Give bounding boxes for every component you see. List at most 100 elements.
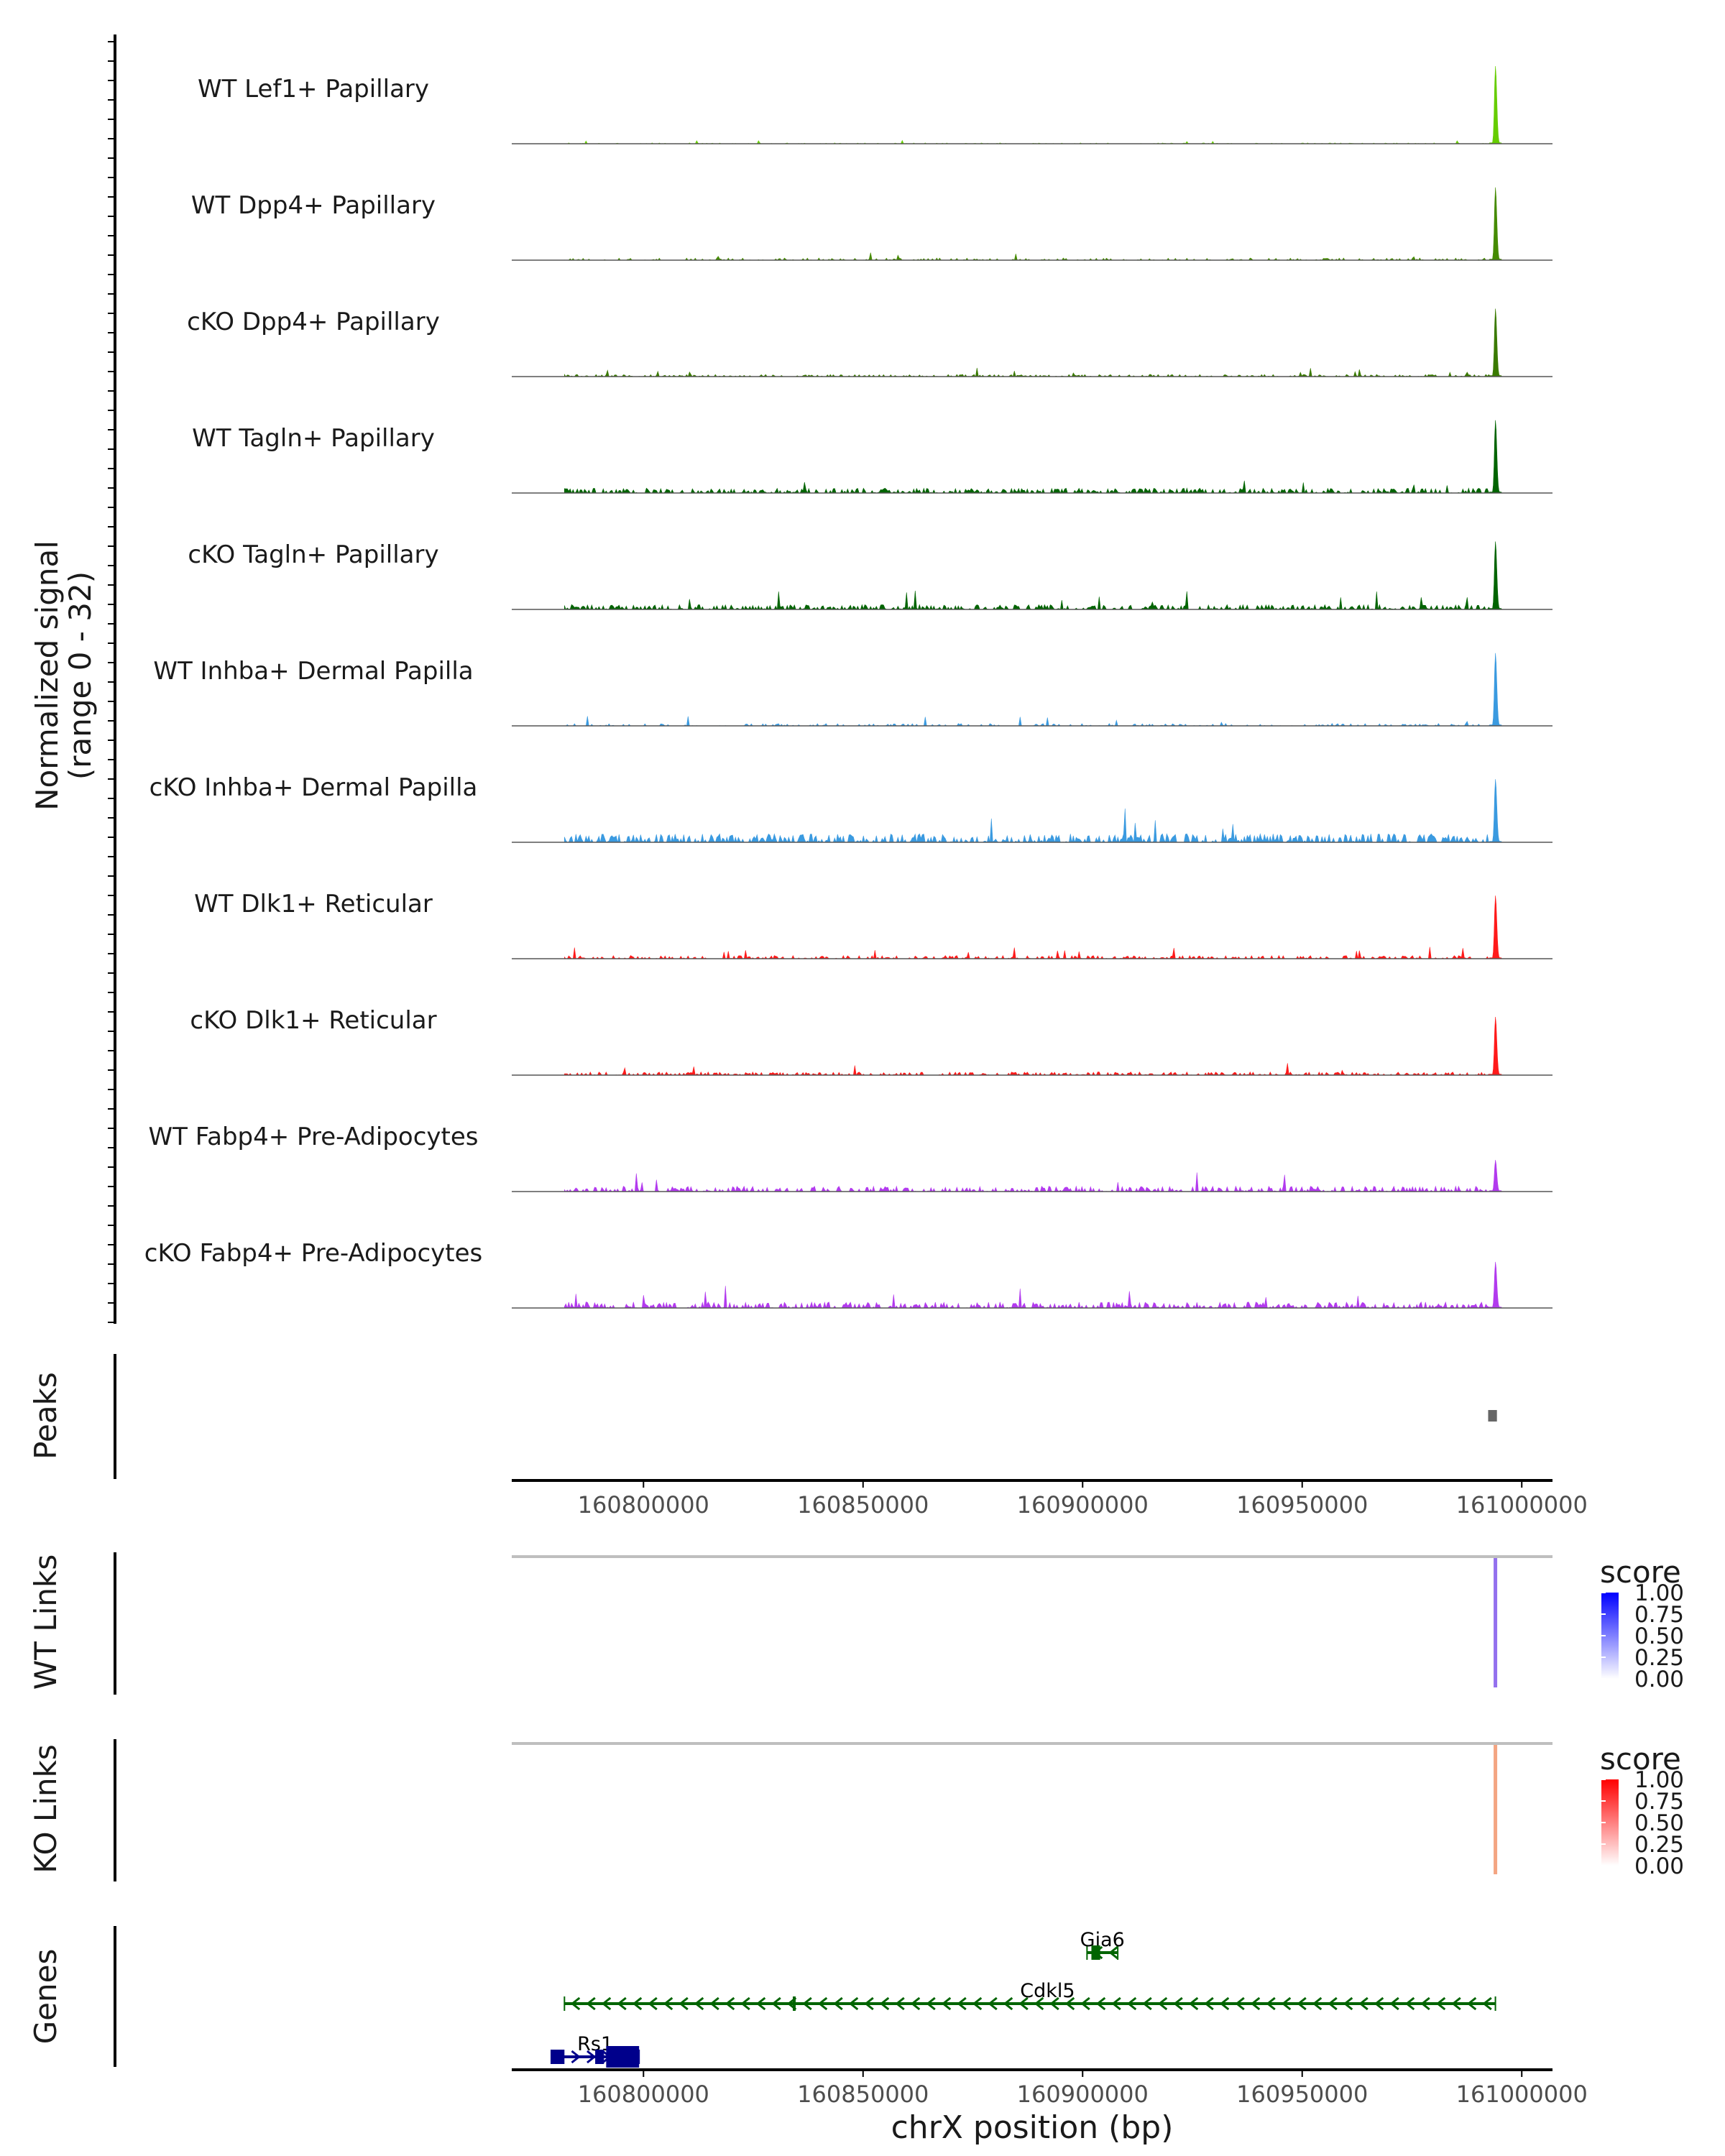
gene-exon (551, 2050, 565, 2064)
strand-arrow (1064, 1996, 1075, 2011)
strand-arrow (1358, 1996, 1368, 2011)
strand-arrow (1297, 1996, 1307, 2011)
track-label: WT Lef1+ Papillary (198, 75, 429, 103)
strand-arrow (910, 1996, 921, 2011)
x-tick-label: 160850000 (797, 1491, 929, 1519)
legend-tick-label: 0.25 (1634, 1832, 1684, 1858)
strand-arrow (1049, 1996, 1059, 2011)
coverage-area (564, 187, 1503, 261)
strand-arrow (1111, 1996, 1121, 2011)
ko-links-label: KO Links (28, 1744, 63, 1874)
strand-arrow (1126, 1996, 1137, 2011)
strand-arrow (848, 1996, 859, 2011)
strand-arrow (740, 1996, 750, 2011)
signal-axis: Normalized signal(range 0 - 32) (29, 34, 116, 1324)
strand-arrow (926, 1996, 936, 2011)
strand-arrow (1142, 1996, 1152, 2011)
strand-arrow (802, 1996, 812, 2011)
strand-arrow (694, 1996, 704, 2011)
wt-links-label: WT Links (28, 1554, 63, 1690)
coverage-area (564, 1016, 1503, 1076)
signal-axis-label-line2: (range 0 - 32) (63, 571, 98, 780)
legend-tick-label: 0.50 (1634, 1810, 1684, 1836)
strand-arrow (1328, 1996, 1338, 2011)
strand-arrow (1404, 1996, 1415, 2011)
coverage-track: WT Lef1+ Papillary (198, 65, 1552, 144)
x-axis-title: chrX position (bp) (891, 2109, 1174, 2146)
strand-arrow (972, 1996, 983, 2011)
strand-arrow (648, 1996, 658, 2011)
strand-arrow (1281, 1996, 1292, 2011)
strand-arrow (1108, 1945, 1118, 1960)
coverage-track: WT Dlk1+ Reticular (194, 890, 1552, 959)
coverage-area (564, 420, 1503, 494)
strand-arrow (1420, 1996, 1430, 2011)
legend-title: score (1600, 1741, 1681, 1777)
legend-tick-label: 0.50 (1634, 1623, 1684, 1649)
gene-model: Gja6 (1080, 1929, 1125, 1960)
strand-arrow (632, 1996, 643, 2011)
coverage-track: cKO Dlk1+ Reticular (190, 1006, 1552, 1076)
strand-arrow (1188, 1996, 1199, 2011)
strand-arrow (1018, 1996, 1029, 2011)
legend-tick-label: 1.00 (1634, 1767, 1684, 1793)
peaks-x-axis: 160800000 160850000 160900000 160950000 1610… (512, 1479, 1588, 1519)
strand-arrow (663, 1996, 673, 2011)
strand-arrow (1389, 1996, 1399, 2011)
x-tick-label: 160950000 (1236, 1491, 1368, 1519)
track-label: cKO Inhba+ Dermal Papilla (150, 773, 478, 802)
strand-arrow (1482, 1996, 1492, 2011)
peaks-track: Peaks 160800000 160850000 160900000 16095000… (28, 1354, 1588, 1519)
strand-arrow (817, 1996, 828, 2011)
x-tick-label: 160800000 (578, 2081, 709, 2108)
strand-arrow (586, 1996, 596, 2011)
legend-tick-label: 0.00 (1634, 1667, 1684, 1692)
strand-arrow (1250, 1996, 1261, 2011)
signal-axis-label-line1: Normalized signal (29, 540, 65, 811)
strand-arrow (1173, 1996, 1183, 2011)
genes-x-axis: 160800000 160850000 160900000 160950000 1610… (512, 2068, 1588, 2108)
legend-tick-label: 0.75 (1634, 1602, 1684, 1628)
strand-arrow (586, 2050, 597, 2064)
track-label: cKO Fabp4+ Pre-Adipocytes (144, 1239, 483, 1268)
strand-arrow (879, 1996, 890, 2011)
peaks-label: Peaks (28, 1372, 63, 1460)
coverage-area (564, 541, 1503, 611)
strand-arrow (1343, 1996, 1353, 2011)
strand-arrow (755, 1996, 766, 2011)
legend-tick-label: 0.75 (1634, 1789, 1684, 1815)
x-tick-label: 161000000 (1456, 2081, 1588, 2108)
coverage-area (564, 653, 1503, 727)
strand-arrow (1374, 1996, 1384, 2011)
gene-name: Gja6 (1080, 1929, 1125, 1951)
gene-exon (606, 2046, 640, 2068)
coverage-track: cKO Tagln+ Papillary (188, 540, 1552, 611)
strand-arrow (678, 1996, 689, 2011)
coverage-track: WT Fabp4+ Pre-Adipocytes (149, 1123, 1552, 1193)
gene-exon (595, 2050, 604, 2064)
gene-name: Cdkl5 (1020, 1980, 1075, 2002)
strand-arrow (1266, 1996, 1276, 2011)
x-tick-label: 160850000 (797, 2081, 929, 2108)
strand-arrow (771, 1996, 781, 2011)
strand-arrow (724, 1996, 735, 2011)
strand-arrow (1451, 1996, 1461, 2011)
x-tick-label: 160950000 (1236, 2081, 1368, 2108)
track-label: WT Fabp4+ Pre-Adipocytes (149, 1123, 479, 1151)
x-tick-label: 160900000 (1017, 2081, 1149, 2108)
strand-arrow (895, 1996, 905, 2011)
coverage-track: WT Tagln+ Papillary (192, 420, 1552, 494)
coverage-track: WT Dpp4+ Papillary (191, 187, 1552, 261)
coverage-tracks: WT Lef1+ Papillary WT Dpp4+ Papillary cKO … (144, 65, 1552, 1309)
legend-title: score (1600, 1554, 1681, 1590)
gene-model: Cdkl5 (564, 1980, 1496, 2011)
track-label: WT Dlk1+ Reticular (194, 890, 433, 918)
track-label: cKO Dlk1+ Reticular (190, 1006, 436, 1035)
track-label: WT Inhba+ Dermal Papilla (153, 657, 473, 686)
strand-arrow (1235, 1996, 1245, 2011)
